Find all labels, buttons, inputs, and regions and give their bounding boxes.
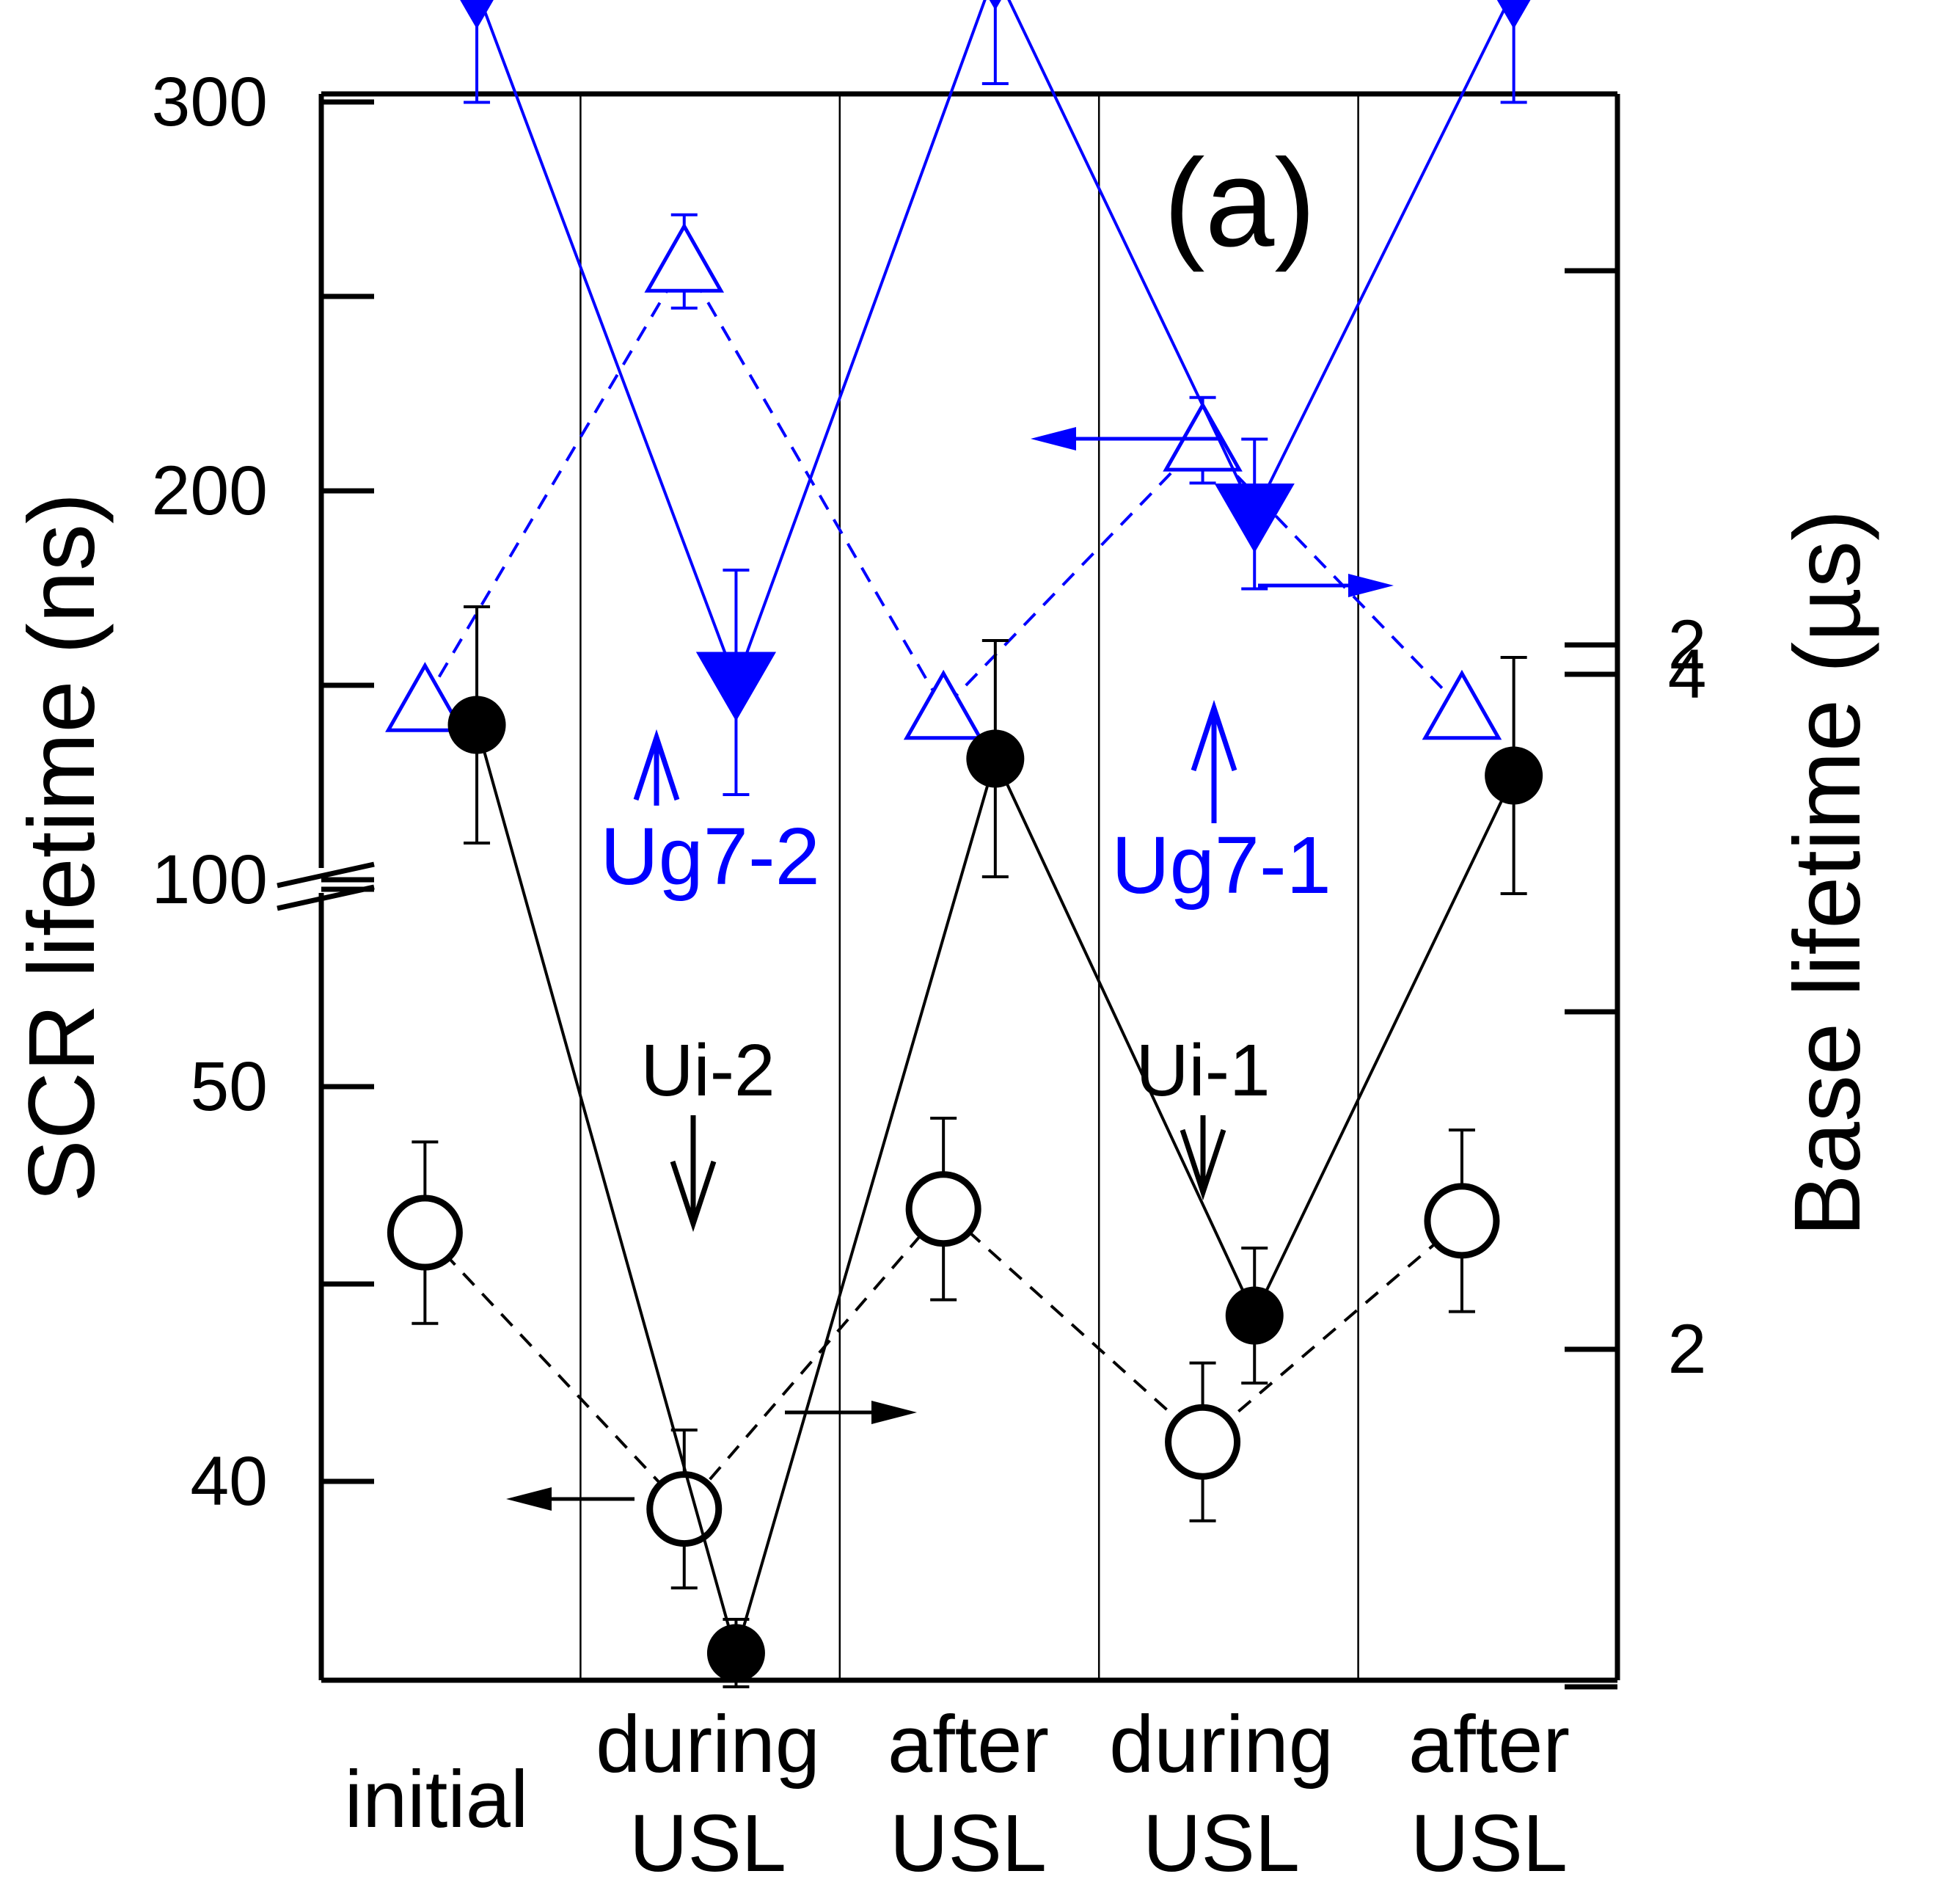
left-tick-label: 300	[151, 63, 268, 141]
right-tick-label: 2	[1668, 1310, 1707, 1388]
data-point-filled-circle	[706, 1624, 765, 1682]
category-label-line1: after	[888, 1699, 1049, 1790]
data-series	[385, 0, 1543, 1688]
series-s-blue-filled	[460, 0, 1531, 796]
annotation-label-ug7-2: Ug7-2	[600, 811, 820, 902]
right-axis-title: Base lifetime (µs)	[1775, 509, 1880, 1236]
data-point-filled-circle	[447, 696, 506, 754]
series-s-black-open	[387, 1117, 1500, 1590]
annotation-arrow-head	[633, 729, 680, 801]
axis-ticks	[321, 99, 1617, 1690]
text-labels: 10020030040502424SCR lifetime (ns)Base l…	[10, 63, 1880, 1889]
annotation-label-ui-2: Ui-2	[640, 1029, 775, 1112]
data-point-filled-circle	[1225, 1286, 1284, 1345]
data-point-open-circle	[646, 1471, 723, 1547]
data-point-open-triangle	[385, 662, 465, 732]
data-point-filled-triangle	[989, 0, 1001, 10]
data-point-filled-circle	[1485, 746, 1543, 805]
right-tick-label: 2	[1668, 606, 1707, 684]
category-label: initial	[345, 1754, 529, 1845]
panel-label: (a)	[1163, 134, 1316, 273]
data-point-filled-circle	[966, 729, 1025, 788]
data-point-open-triangle	[903, 669, 984, 740]
data-point-open-circle	[387, 1194, 463, 1271]
data-point-filled-triangle	[695, 652, 777, 721]
left-tick-label: 200	[151, 452, 268, 530]
category-label-line2: USL	[629, 1798, 786, 1889]
category-label-line2: USL	[1143, 1798, 1300, 1889]
category-label-line1: during	[1109, 1699, 1334, 1790]
data-point-open-circle	[905, 1171, 981, 1247]
annotation-arrow-head	[670, 1160, 717, 1233]
data-point-open-triangle	[644, 222, 725, 293]
annotation-label-ug7-1: Ug7-1	[1111, 820, 1331, 911]
series-s-black-filled	[447, 605, 1543, 1688]
category-label-line2: USL	[1411, 1798, 1568, 1889]
series-line	[478, 0, 1511, 687]
axis-arrow-right-head	[871, 1401, 917, 1424]
data-point-filled-triangle	[1214, 484, 1295, 553]
axis-arrow-left-head	[1031, 427, 1076, 451]
left-tick-label: 100	[151, 841, 268, 919]
data-point-open-circle	[1165, 1404, 1241, 1480]
annotation-arrow-head	[1180, 1128, 1226, 1201]
data-point-open-circle	[1424, 1183, 1500, 1259]
left-tick-label: 50	[190, 1048, 268, 1126]
axis-break-mark	[277, 861, 375, 889]
data-point-filled-triangle	[460, 0, 494, 29]
left-axis-title: SCR lifetime (ns)	[10, 492, 114, 1202]
category-label-line1: during	[596, 1699, 820, 1790]
axis-arrow-right-head	[1348, 574, 1394, 597]
column-dividers	[579, 94, 1359, 1680]
annotations	[506, 427, 1394, 1511]
series-s-blue-open	[385, 213, 1502, 740]
series-line	[423, 258, 1463, 712]
right-tick-label: 4	[1668, 635, 1707, 713]
category-label-line1: after	[1408, 1699, 1570, 1790]
annotation-label-ui-1: Ui-1	[1136, 1029, 1270, 1112]
data-point-open-triangle	[1422, 669, 1502, 740]
axis-arrow-left-head	[506, 1487, 552, 1511]
data-point-filled-triangle	[1496, 0, 1531, 29]
series-line	[423, 1206, 1463, 1511]
left-tick-label: 40	[190, 1442, 268, 1520]
annotation-arrow-head	[1191, 699, 1237, 772]
category-label-line2: USL	[890, 1798, 1047, 1889]
plot-frame	[277, 91, 1620, 1683]
